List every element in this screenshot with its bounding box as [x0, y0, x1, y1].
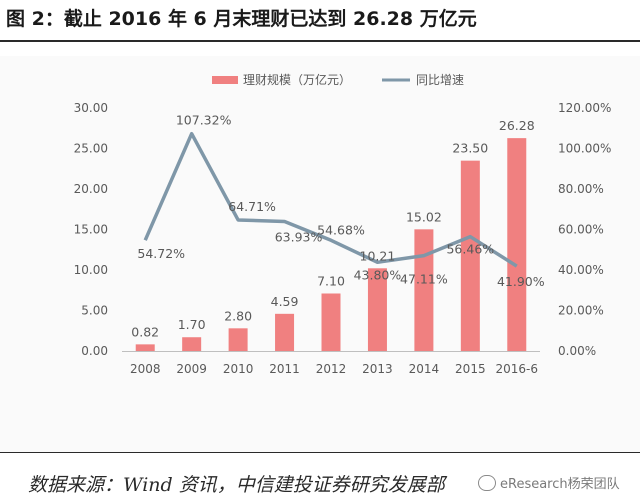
x-tick-label: 2011 — [269, 362, 300, 376]
x-tick-label: 2015 — [455, 362, 486, 376]
x-tick-label: 2012 — [316, 362, 347, 376]
line-value-label: 41.90% — [497, 274, 545, 289]
bar-value-label: 23.50 — [452, 141, 488, 156]
y-left-tick-label: 0.00 — [81, 344, 108, 358]
bar-value-label: 7.10 — [317, 273, 345, 288]
x-tick-label: 2008 — [130, 362, 161, 376]
bar — [275, 313, 295, 351]
figure-title: 图 2：截止 2016 年 6 月末理财已达到 26.28 万亿元 — [6, 8, 477, 30]
y-right-tick-label: 20.00% — [558, 304, 604, 318]
bar — [135, 344, 155, 351]
x-tick-label: 2013 — [362, 362, 393, 376]
x-tick-label: 2010 — [223, 362, 254, 376]
y-left-tick-label: 5.00 — [81, 304, 108, 318]
x-tick-label: 2016-6 — [496, 362, 539, 376]
bar — [321, 293, 341, 351]
bar-value-label: 0.82 — [131, 324, 159, 339]
bottom-rule — [0, 452, 640, 453]
bar — [460, 160, 480, 351]
title-rule — [0, 40, 640, 42]
x-tick-label: 2014 — [409, 362, 440, 376]
bar-value-label: 10.21 — [360, 248, 396, 263]
y-right-tick-label: 0.00% — [558, 344, 596, 358]
y-right-tick-label: 40.00% — [558, 263, 604, 277]
bar-value-label: 26.28 — [499, 118, 535, 133]
line-value-label: 56.46% — [446, 242, 494, 257]
bar — [507, 138, 527, 351]
bar-value-label: 2.80 — [224, 308, 252, 323]
line-value-label: 64.71% — [228, 199, 276, 214]
y-left-tick-label: 30.00 — [74, 101, 108, 115]
watermark: eResearch杨荣团队 — [478, 473, 620, 492]
y-right-tick-label: 80.00% — [558, 182, 604, 196]
y-right-tick-label: 120.00% — [558, 101, 611, 115]
line-value-label: 107.32% — [176, 113, 232, 128]
growth-line — [143, 131, 518, 268]
y-right-tick-label: 100.00% — [558, 142, 611, 156]
watermark-text: eResearch杨荣团队 — [500, 477, 620, 492]
legend-bar-label: 理财规模（万亿元） — [243, 72, 351, 87]
line-value-label: 43.80% — [354, 267, 402, 282]
bar — [367, 268, 387, 351]
bar — [182, 337, 202, 351]
x-tick-label: 2009 — [176, 362, 207, 376]
y-left-tick-label: 20.00 — [74, 182, 108, 196]
chart-frame — [0, 56, 640, 452]
y-left-tick-label: 25.00 — [74, 142, 108, 156]
line-value-label: 54.68% — [317, 222, 365, 237]
line-value-label: 54.72% — [137, 246, 185, 261]
bar-value-label: 15.02 — [406, 209, 442, 224]
bar — [228, 328, 248, 351]
y-right-tick-label: 60.00% — [558, 223, 604, 237]
bar — [414, 229, 434, 351]
legend-line-label: 同比增速 — [416, 73, 464, 87]
y-left-tick-label: 15.00 — [74, 223, 108, 237]
legend-bar-swatch — [212, 76, 238, 84]
bar-value-label: 1.70 — [178, 317, 206, 332]
line-value-label: 47.11% — [400, 272, 448, 287]
source-note: 数据来源：Wind 资讯，中信建投证券研究发展部 — [28, 474, 445, 496]
y-left-tick-label: 10.00 — [74, 263, 108, 277]
line-value-label: 63.93% — [275, 230, 323, 245]
bar-value-label: 4.59 — [271, 294, 299, 309]
wechat-icon — [478, 475, 496, 491]
